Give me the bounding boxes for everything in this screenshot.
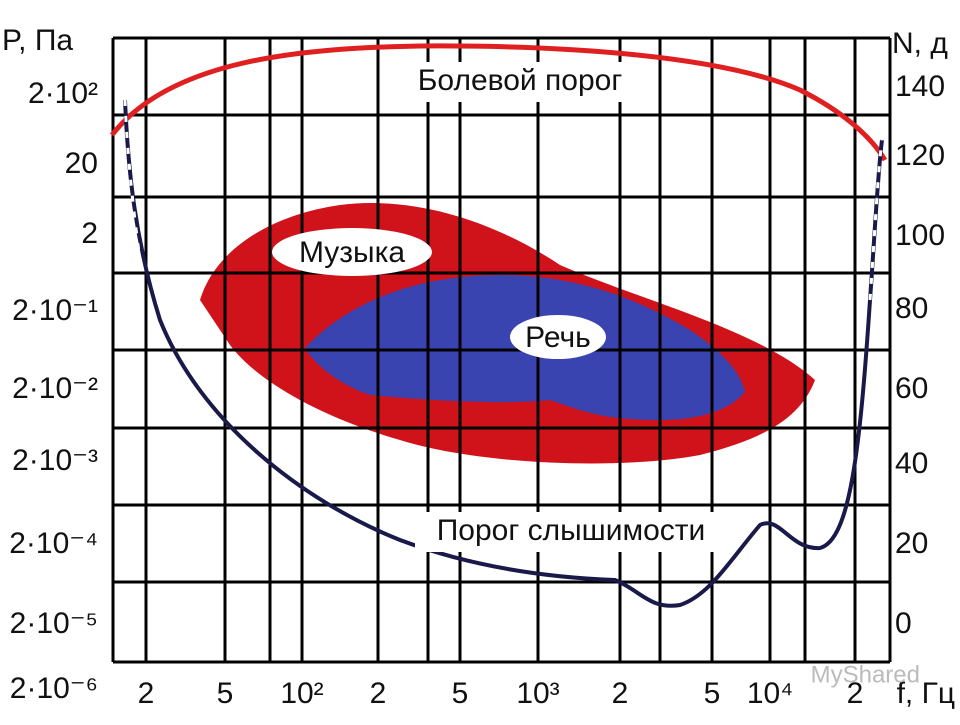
left-tick-label: 2·10⁻⁵ xyxy=(10,607,98,640)
right-tick-label: 40 xyxy=(895,447,928,480)
hearing-curve xyxy=(123,99,884,608)
left-tick-label: 2·10⁻⁶ xyxy=(10,672,98,705)
right-tick-label: 0 xyxy=(895,607,912,640)
bottom-tick-label: 10² xyxy=(280,677,323,710)
bottom-tick-label: 10³ xyxy=(516,677,559,710)
left-axis-title: P, Па xyxy=(2,24,73,57)
right-tick-label: 120 xyxy=(895,139,945,172)
right-tick-label: 140 xyxy=(895,70,945,103)
hearing-label: Порог слышимости xyxy=(437,514,706,547)
speech-label: Речь xyxy=(525,321,591,354)
left-tick-label: 2·10⁻⁴ xyxy=(9,527,98,560)
left-tick-label: 2·10² xyxy=(28,77,98,110)
left-tick-label: 2·10⁻² xyxy=(12,372,98,405)
bottom-axis-title: f, Гц xyxy=(897,677,955,710)
bottom-tick-label: 2 xyxy=(847,677,864,710)
right-tick-label: 60 xyxy=(895,372,928,405)
bottom-tick-label: 2 xyxy=(138,677,155,710)
dash-left xyxy=(123,99,142,261)
watermark: MyShared xyxy=(811,661,920,688)
hearing-label-bg xyxy=(415,512,727,552)
speech-label-bg xyxy=(510,315,606,359)
left-tick-label: 2 xyxy=(81,217,98,250)
pain-curve xyxy=(110,43,888,162)
left-tick-label: 2·10⁻³ xyxy=(12,444,98,477)
left-tick-label: 2·10⁻¹ xyxy=(12,294,98,327)
pain-label-bg xyxy=(400,62,640,102)
music-label-bg xyxy=(272,228,432,276)
right-tick-label: 100 xyxy=(895,219,945,252)
right-tick-label: 20 xyxy=(895,527,928,560)
bottom-tick-label: 5 xyxy=(217,677,234,710)
right-axis-title: N, д xyxy=(892,27,948,60)
bottom-tick-label: 5 xyxy=(704,677,721,710)
music-label: Музыка xyxy=(299,236,405,269)
bottom-tick-label: 2 xyxy=(370,677,387,710)
bottom-tick-label: 10⁴ xyxy=(747,677,793,710)
bottom-tick-label: 5 xyxy=(452,677,469,710)
left-tick-label: 20 xyxy=(65,147,98,180)
right-tick-label: 80 xyxy=(895,292,928,325)
dash-right xyxy=(868,139,884,301)
bottom-tick-label: 2 xyxy=(612,677,629,710)
pain-label: Болевой порог xyxy=(418,64,623,97)
